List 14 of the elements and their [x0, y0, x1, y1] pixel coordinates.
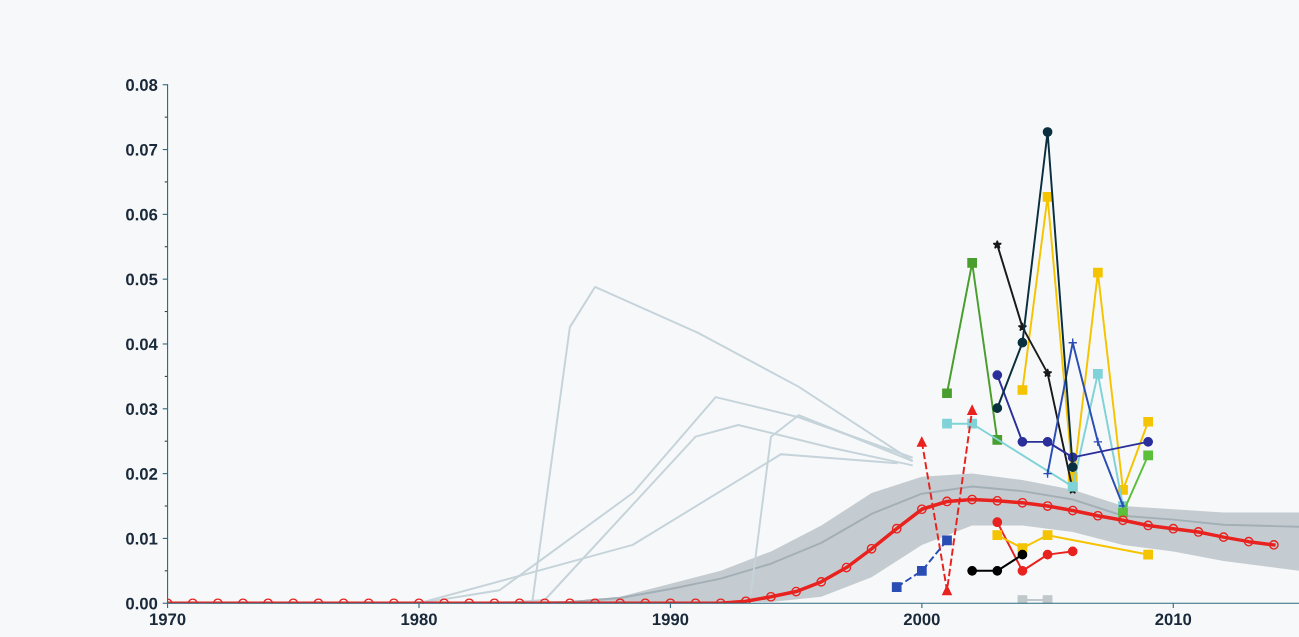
- y-tick-label: 0.05: [126, 273, 158, 286]
- y-tick-label: 0.08: [126, 79, 158, 91]
- y-tick-label: 0.04: [126, 338, 158, 351]
- x-tick-label: 2000: [903, 613, 940, 626]
- y-tick-label: 0.07: [126, 143, 158, 156]
- y-tick-label: 0.00: [126, 597, 158, 610]
- y-tick-label: 0.06: [126, 208, 158, 221]
- y-tick-label: 0.03: [126, 403, 158, 416]
- x-tick-label: 2010: [1155, 613, 1192, 626]
- y-tick-label: 0.01: [126, 532, 158, 545]
- x-tick-label: 1990: [652, 613, 689, 626]
- y-tick-label: 0.02: [126, 468, 158, 480]
- x-tick-label: 1970: [150, 613, 186, 626]
- x-tick-label: 1980: [401, 613, 437, 626]
